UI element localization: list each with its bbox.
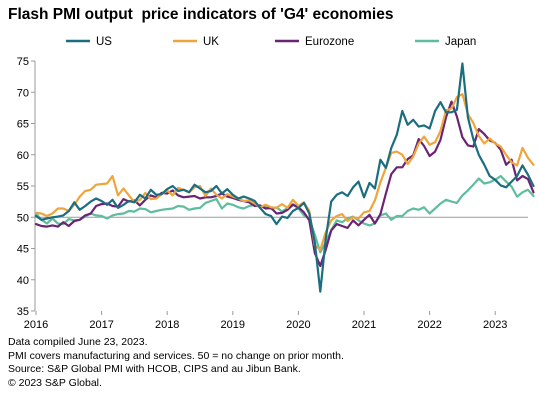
y-tick-label: 55 — [17, 181, 29, 193]
chart-title: Flash PMI output price indicators of 'G4… — [8, 6, 394, 23]
chart-notes: Data compiled June 23, 2023. PMI covers … — [8, 336, 344, 390]
legend: US UK Eurozone Japan — [66, 36, 476, 48]
x-tick-label: 2018 — [155, 319, 179, 331]
series-line-japan — [34, 174, 535, 254]
legend-label-japan: Japan — [445, 36, 476, 48]
note-source: Source: S&P Global PMI with HCOB, CIPS a… — [8, 363, 301, 376]
note-copyright: © 2023 S&P Global. — [8, 376, 102, 389]
plot-lines — [34, 62, 535, 293]
y-tick-label: 60 — [17, 150, 29, 162]
x-tick-label: 2022 — [417, 319, 441, 331]
y-tick-label: 75 — [17, 56, 29, 68]
note-date: Data compiled June 23, 2023. — [8, 336, 148, 348]
series-line-us — [34, 62, 535, 293]
legend-label-us: US — [96, 36, 112, 48]
x-tick-label: 2017 — [89, 319, 113, 331]
x-tick-label: 2020 — [286, 319, 310, 331]
x-tick-label: 2016 — [24, 319, 48, 331]
y-tick-label: 40 — [17, 275, 29, 287]
x-tick-label: 2023 — [483, 319, 507, 331]
legend-label-uk: UK — [203, 36, 219, 48]
x-axis: 2016 2017 2018 2019 2020 2021 2022 2023 — [24, 311, 507, 331]
y-tick-label: 70 — [17, 87, 29, 99]
series-line-uk — [34, 92, 535, 251]
x-tick-label: 2019 — [221, 319, 245, 331]
y-tick-label: 35 — [17, 306, 29, 318]
y-tick-label: 65 — [17, 119, 29, 131]
legend-label-eurozone: Eurozone — [305, 36, 354, 48]
series-line-eurozone — [34, 100, 535, 268]
note-coverage: PMI covers manufacturing and services. 5… — [8, 349, 344, 362]
x-tick-label: 2021 — [352, 319, 376, 331]
y-tick-label: 45 — [17, 244, 29, 256]
y-tick-label: 50 — [17, 212, 29, 224]
